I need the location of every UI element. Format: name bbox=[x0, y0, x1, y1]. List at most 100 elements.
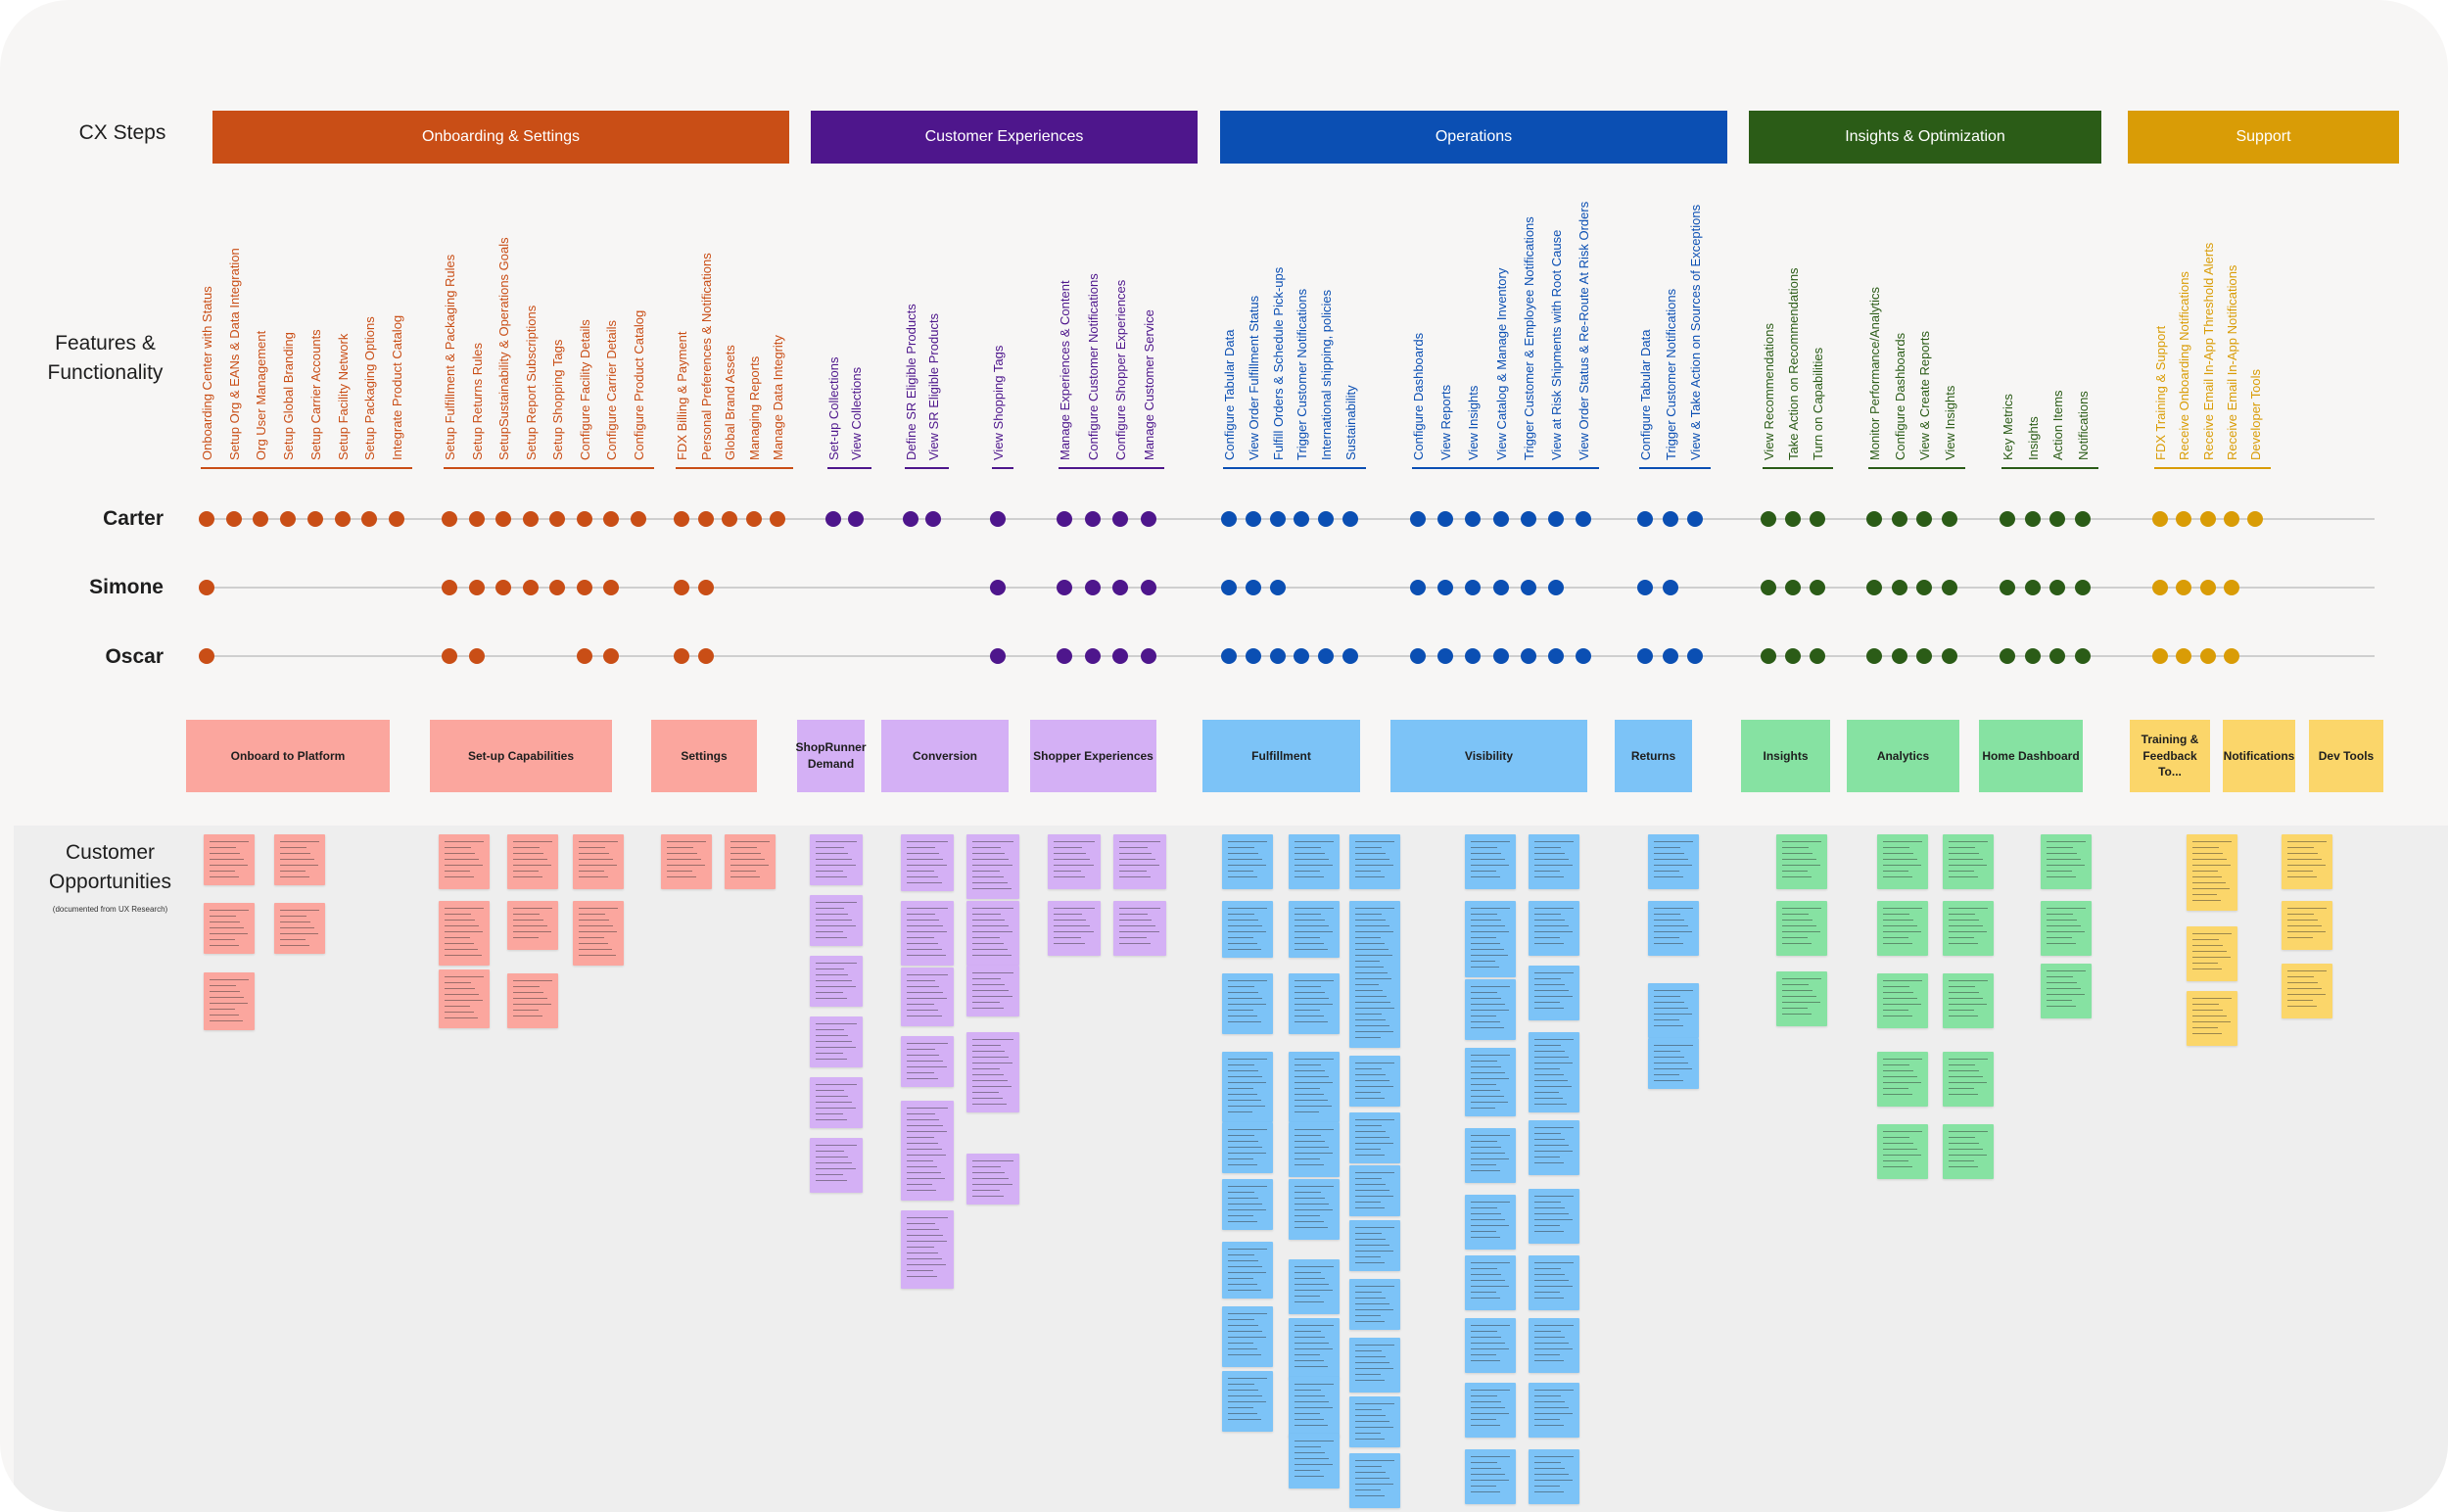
opportunity-sticky-note[interactable] bbox=[966, 834, 1019, 899]
opportunity-sticky-note[interactable] bbox=[1349, 1453, 1400, 1508]
persona-dot-carter[interactable] bbox=[2152, 511, 2168, 527]
feature-item[interactable]: Monitor Performance/Analytics bbox=[1867, 286, 1882, 460]
feature-item[interactable]: View Order Fulfillment Status bbox=[1246, 295, 1261, 460]
opportunity-sticky-note[interactable] bbox=[1529, 834, 1579, 889]
opportunity-sticky-note[interactable] bbox=[1465, 1318, 1516, 1373]
persona-dot-simone[interactable] bbox=[603, 580, 619, 595]
opportunity-sticky-note[interactable] bbox=[1289, 973, 1340, 1034]
opportunity-sticky-note[interactable] bbox=[1222, 1306, 1273, 1367]
opportunity-sticky-note[interactable] bbox=[204, 903, 255, 954]
feature-item[interactable]: Setup Facility Network bbox=[335, 333, 351, 460]
persona-dot-simone[interactable] bbox=[1520, 580, 1536, 595]
feature-item[interactable]: Managing Reports bbox=[746, 355, 762, 460]
persona-dot-oscar[interactable] bbox=[1916, 648, 1932, 664]
opportunity-sticky-note[interactable] bbox=[573, 901, 624, 966]
persona-dot-oscar[interactable] bbox=[1269, 648, 1286, 664]
persona-dot-carter[interactable] bbox=[2223, 511, 2239, 527]
persona-dot-simone[interactable] bbox=[1941, 580, 1957, 595]
persona-dot-carter[interactable] bbox=[1916, 511, 1932, 527]
persona-dot-carter[interactable] bbox=[2074, 511, 2091, 527]
persona-dot-simone[interactable] bbox=[1637, 580, 1653, 595]
persona-dot-simone[interactable] bbox=[1221, 580, 1237, 595]
persona-dot-carter[interactable] bbox=[847, 511, 864, 527]
feature-item[interactable]: Personal Preferences & Notifications bbox=[698, 253, 714, 460]
persona-dot-oscar[interactable] bbox=[1057, 648, 1072, 664]
persona-dot-oscar[interactable] bbox=[603, 648, 619, 664]
feature-item[interactable]: Receive Email In-App Threshold Alerts bbox=[2200, 242, 2216, 460]
persona-dot-carter[interactable] bbox=[1342, 511, 1358, 527]
feature-item[interactable]: Developer Tools bbox=[2248, 369, 2264, 460]
opportunity-sticky-note[interactable] bbox=[1529, 901, 1579, 956]
persona-dot-simone[interactable] bbox=[495, 580, 511, 595]
opportunity-sticky-note[interactable] bbox=[1529, 1189, 1579, 1244]
persona-dot-carter[interactable] bbox=[1221, 511, 1237, 527]
cx-step-experiences[interactable]: Customer Experiences bbox=[811, 111, 1198, 164]
opportunity-sticky-note[interactable] bbox=[810, 895, 863, 946]
opportunity-sticky-note[interactable] bbox=[661, 834, 712, 889]
feature-item[interactable]: Turn on Capabilities bbox=[1811, 347, 1825, 460]
persona-dot-simone[interactable] bbox=[1057, 580, 1072, 595]
feature-item[interactable]: Setup Packaging Options bbox=[362, 316, 378, 460]
persona-dot-simone[interactable] bbox=[2049, 580, 2065, 595]
feature-item[interactable]: FDX Billing & Payment bbox=[675, 331, 689, 461]
persona-dot-carter[interactable] bbox=[495, 511, 511, 527]
opportunity-sticky-note[interactable] bbox=[1943, 1124, 1994, 1179]
persona-dot-carter[interactable] bbox=[2247, 511, 2264, 527]
persona-dot-carter[interactable] bbox=[1057, 511, 1072, 527]
opportunity-sticky-note[interactable] bbox=[1648, 1038, 1699, 1089]
persona-dot-oscar[interactable] bbox=[1245, 648, 1261, 664]
persona-dot-carter[interactable] bbox=[280, 511, 297, 527]
opportunity-sticky-note[interactable] bbox=[1289, 1052, 1340, 1122]
persona-dot-carter[interactable] bbox=[1112, 511, 1128, 527]
feature-item[interactable]: Setup Shopping Tags bbox=[550, 339, 565, 460]
persona-dot-oscar[interactable] bbox=[442, 648, 457, 664]
persona-dot-oscar[interactable] bbox=[2049, 648, 2065, 664]
opportunity-sticky-note[interactable] bbox=[901, 1036, 954, 1087]
opportunity-sticky-note[interactable] bbox=[1529, 1449, 1579, 1504]
opportunity-sticky-note[interactable] bbox=[1465, 979, 1516, 1040]
feature-item[interactable]: View Collections bbox=[848, 366, 864, 460]
feature-item[interactable]: View Shopping Tags bbox=[991, 345, 1006, 460]
opportunity-sticky-note[interactable] bbox=[1222, 1242, 1273, 1299]
persona-dot-carter[interactable] bbox=[1084, 511, 1101, 527]
opportunity-sticky-note[interactable] bbox=[1648, 983, 1699, 1038]
persona-dot-carter[interactable] bbox=[603, 511, 619, 527]
persona-dot-carter[interactable] bbox=[334, 511, 351, 527]
feature-item[interactable]: Fulfill Orders & Schedule Pick-ups bbox=[1270, 266, 1286, 460]
persona-dot-simone[interactable] bbox=[2223, 580, 2239, 595]
persona-dot-simone[interactable] bbox=[674, 580, 689, 595]
category-conversion[interactable]: Conversion bbox=[881, 720, 1009, 792]
opportunity-sticky-note[interactable] bbox=[1289, 1434, 1340, 1488]
persona-dot-oscar[interactable] bbox=[1112, 648, 1128, 664]
opportunity-sticky-note[interactable] bbox=[1529, 1120, 1579, 1175]
persona-dot-carter[interactable] bbox=[576, 511, 592, 527]
persona-dot-carter[interactable] bbox=[1318, 511, 1335, 527]
opportunity-sticky-note[interactable] bbox=[901, 968, 954, 1026]
persona-dot-simone[interactable] bbox=[1437, 580, 1454, 595]
persona-dot-simone[interactable] bbox=[1548, 580, 1564, 595]
opportunity-sticky-note[interactable] bbox=[966, 1154, 1019, 1205]
persona-dot-simone[interactable] bbox=[1112, 580, 1128, 595]
persona-dot-simone[interactable] bbox=[2074, 580, 2091, 595]
opportunity-sticky-note[interactable] bbox=[1289, 1122, 1340, 1177]
persona-dot-carter[interactable] bbox=[2199, 511, 2216, 527]
persona-dot-simone[interactable] bbox=[1662, 580, 1678, 595]
category-shopper-experiences[interactable]: Shopper Experiences bbox=[1030, 720, 1156, 792]
opportunity-sticky-note[interactable] bbox=[1222, 901, 1273, 958]
persona-dot-simone[interactable] bbox=[576, 580, 592, 595]
feature-item[interactable]: Define SR Eligible Products bbox=[904, 304, 918, 460]
opportunity-sticky-note[interactable] bbox=[725, 834, 776, 889]
persona-dot-carter[interactable] bbox=[1548, 511, 1564, 527]
persona-dot-carter[interactable] bbox=[1576, 511, 1592, 527]
opportunity-sticky-note[interactable] bbox=[1465, 1195, 1516, 1250]
persona-dot-carter[interactable] bbox=[674, 511, 689, 527]
feature-item[interactable]: Insights bbox=[2025, 416, 2041, 460]
persona-dot-oscar[interactable] bbox=[1548, 648, 1564, 664]
feature-item[interactable]: Set-up Collections bbox=[826, 356, 841, 461]
opportunity-sticky-note[interactable] bbox=[1048, 901, 1101, 956]
feature-item[interactable]: View & Create Reports bbox=[1917, 331, 1932, 460]
feature-item[interactable]: Configure Facility Details bbox=[577, 319, 592, 460]
persona-dot-simone[interactable] bbox=[2199, 580, 2216, 595]
feature-item[interactable]: View Order Status & Re-Route At Risk Ord… bbox=[1577, 201, 1592, 460]
feature-item[interactable]: Trigger Customer Notifications bbox=[1295, 288, 1310, 460]
